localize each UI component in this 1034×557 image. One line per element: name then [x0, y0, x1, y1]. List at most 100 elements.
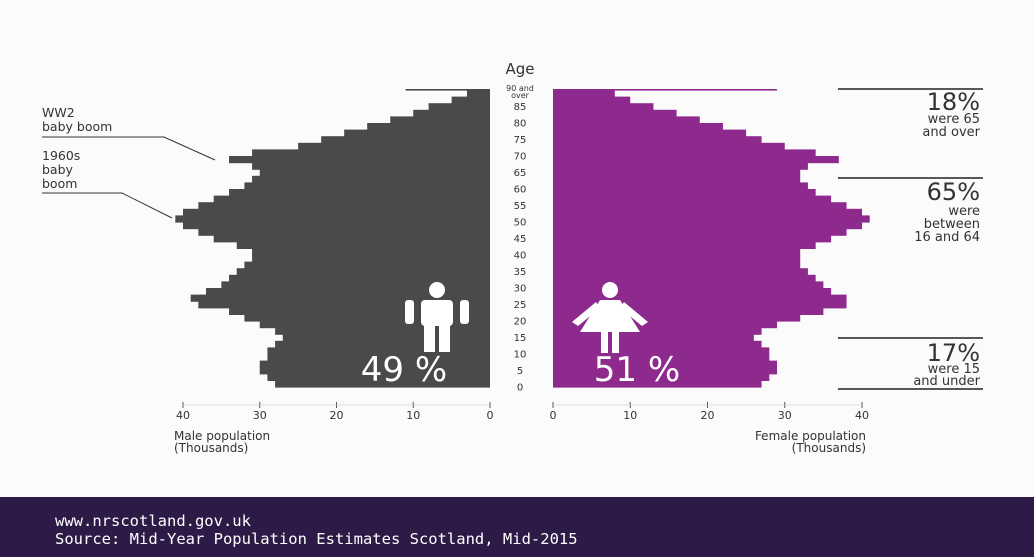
female-bar-age-78 — [553, 123, 723, 131]
female-bar-age-10 — [553, 347, 770, 355]
male-bar-age-10 — [267, 347, 490, 355]
male-bar-age-6 — [259, 360, 490, 368]
female-bar-age-42 — [553, 241, 816, 249]
age-tick-label-top-2: over — [511, 91, 530, 100]
female-bar-age-72 — [553, 142, 785, 150]
male-share-label: 49 % — [361, 350, 447, 390]
annotation-1960s-leader — [42, 192, 173, 219]
male-bar-age-74 — [321, 136, 490, 144]
male-bar-age-2 — [267, 373, 490, 381]
male-x-tick-label: 30 — [253, 409, 267, 422]
female-figure-icon — [572, 282, 648, 353]
female-x-tick-label: 0 — [550, 409, 557, 422]
female-bar-age-32 — [553, 274, 816, 282]
female-bar-age-90 — [553, 89, 778, 91]
male-bar-age-32 — [229, 274, 491, 282]
age-tick-label: 50 — [514, 218, 527, 229]
footer-bar: www.nrscotland.gov.uk Source: Mid-Year P… — [0, 497, 1034, 557]
female-bar-age-36 — [553, 261, 801, 269]
male-bar-age-58 — [229, 189, 491, 197]
male-bar-age-84 — [428, 103, 490, 111]
male-bar-age-82 — [413, 109, 490, 117]
annotation-ww2-line1: WW2 — [42, 105, 75, 120]
male-bar-age-12 — [275, 340, 490, 348]
annotation-1960s-line2: baby — [42, 162, 74, 177]
male-bar-age-0 — [275, 380, 490, 388]
female-bar-age-40 — [553, 248, 801, 256]
male-bar-age-66 — [252, 162, 490, 170]
female-x-tick-label: 40 — [855, 409, 869, 422]
footer-source: Source: Mid-Year Population Estimates Sc… — [55, 530, 578, 548]
male-bar-age-18 — [259, 321, 490, 329]
age-tick-label: 60 — [514, 185, 527, 196]
male-bar-age-90 — [405, 89, 490, 91]
male-bar-age-42 — [236, 241, 490, 249]
female-bar-age-0 — [553, 380, 762, 388]
female-bar-age-58 — [553, 189, 816, 197]
male-bar-age-50 — [175, 215, 490, 223]
female-bar-age-28 — [553, 288, 832, 296]
age-tick-label: 5 — [517, 366, 523, 377]
male-bar-age-40 — [252, 248, 490, 256]
female-bar-age-66 — [553, 162, 808, 170]
female-bar-age-88 — [553, 90, 615, 98]
male-axis-label-line1: Male population — [174, 429, 270, 443]
age-tick-label: 25 — [514, 300, 527, 311]
male-bar-age-78 — [367, 123, 490, 131]
male-bar-age-20 — [244, 314, 490, 322]
male-bar-age-76 — [344, 129, 490, 137]
female-bar-age-56 — [553, 195, 832, 203]
female-bar-age-46 — [553, 228, 847, 236]
female-bar-age-22 — [553, 307, 824, 315]
age-tick-label: 30 — [514, 284, 527, 295]
female-bar-age-86 — [553, 96, 631, 104]
female-bar-age-54 — [553, 202, 847, 210]
female-bar-age-60 — [553, 182, 808, 190]
stat-16-64-percent: 65% — [927, 178, 980, 206]
male-x-tick-label: 0 — [487, 409, 494, 422]
female-bar-age-74 — [553, 136, 762, 144]
population-pyramid-chart: Age 0 5 10 15 20 25 30 35 40 45 50 55 60 65 70 75 80 85 90 … — [42, 60, 983, 455]
stat-15-under-percent: 17% — [927, 339, 980, 367]
male-bar-age-70 — [252, 149, 490, 157]
male-bar-age-80 — [390, 116, 490, 124]
stat-65-over-text-2: and over — [922, 125, 980, 140]
male-bar-age-88 — [466, 90, 490, 98]
male-axis-label-line2: (Thousands) — [174, 441, 248, 455]
stat-15-under-text-2: and under — [913, 374, 980, 389]
age-tick-label: 35 — [514, 267, 527, 278]
female-bar-age-80 — [553, 116, 700, 124]
female-bar-age-30 — [553, 281, 824, 289]
footer-url[interactable]: www.nrscotland.gov.uk — [55, 512, 251, 530]
female-bar-age-48 — [553, 222, 862, 230]
male-bar-age-26 — [190, 294, 491, 302]
male-x-tick-label: 10 — [406, 409, 420, 422]
female-bar-age-52 — [553, 208, 862, 216]
male-bar-age-64 — [259, 169, 490, 177]
male-bar-age-54 — [198, 202, 490, 210]
female-bar-age-8 — [553, 354, 770, 362]
annotation-ww2-leader — [42, 136, 216, 161]
age-tick-label: 15 — [514, 333, 527, 344]
female-bar-age-6 — [553, 360, 778, 368]
male-bar-age-72 — [298, 142, 490, 150]
age-tick-label: 20 — [514, 317, 527, 328]
male-bar-age-52 — [183, 208, 490, 216]
female-x-tick-label: 30 — [778, 409, 792, 422]
female-share-label: 51 % — [594, 350, 680, 390]
age-tick-label: 75 — [514, 135, 527, 146]
annotation-1960s-line1: 1960s — [42, 148, 80, 163]
male-bar-age-8 — [267, 354, 490, 362]
female-bar-age-82 — [553, 109, 677, 117]
female-bar-age-68 — [553, 156, 839, 164]
male-bar-age-68 — [229, 156, 491, 164]
male-bar-age-38 — [252, 255, 490, 263]
female-bar-age-24 — [553, 301, 847, 309]
male-x-tick-label: 20 — [330, 409, 344, 422]
male-bar-age-28 — [206, 288, 490, 296]
female-bar-age-50 — [553, 215, 870, 223]
female-bar-age-2 — [553, 373, 770, 381]
stat-16-64-text-3: 16 and 64 — [914, 230, 980, 245]
age-tick-label: 65 — [514, 168, 527, 179]
female-bar-age-12 — [553, 340, 762, 348]
